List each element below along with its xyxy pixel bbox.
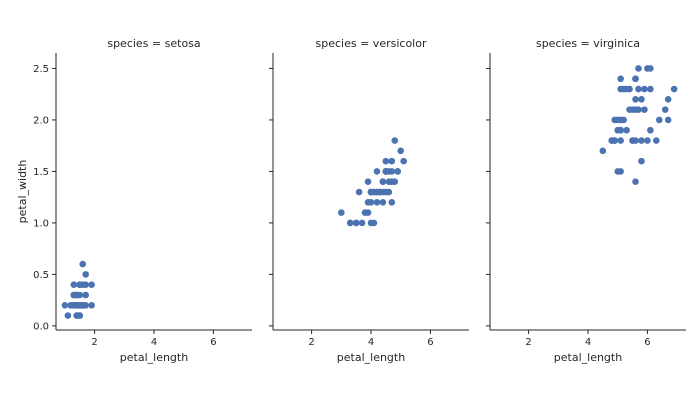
- x-axis-label-2: petal_length: [554, 351, 622, 364]
- data-point-1-34: [382, 168, 390, 175]
- data-point-1-48: [338, 209, 345, 216]
- data-point-0-37: [73, 312, 81, 319]
- data-point-2-20: [635, 85, 642, 93]
- x-tick-label-1-2: 6: [427, 337, 433, 348]
- data-point-2-5: [661, 106, 669, 113]
- data-point-0-22: [61, 301, 69, 309]
- data-point-1-30: [361, 209, 369, 216]
- data-point-0-43: [79, 260, 87, 268]
- data-point-2-44: [635, 65, 642, 72]
- data-point-1-6: [388, 157, 396, 165]
- data-point-2-9: [647, 65, 654, 72]
- data-point-1-8: [385, 188, 393, 196]
- data-point-0-49: [73, 301, 81, 309]
- facet-title-0: species = setosa: [107, 37, 200, 50]
- data-point-1-9: [364, 178, 372, 186]
- x-tick-label-2-2: 6: [644, 337, 650, 348]
- data-point-2-7: [653, 137, 660, 144]
- data-point-1-22: [394, 168, 402, 175]
- y-tick-label-3: 1.5: [33, 167, 49, 178]
- x-tick-label-0-0: 2: [91, 337, 97, 348]
- data-point-0-31: [76, 281, 84, 288]
- data-point-1-45: [373, 199, 381, 206]
- data-point-2-33: [617, 168, 624, 175]
- data-point-2-22: [664, 116, 672, 124]
- data-point-2-28: [632, 106, 639, 113]
- facet-title-2: species = virginica: [536, 37, 640, 50]
- x-axis-label-1: petal_length: [337, 351, 405, 364]
- data-point-2-49: [617, 137, 624, 144]
- x-tick-label-0-2: 6: [210, 337, 216, 348]
- data-point-1-47: [376, 188, 384, 196]
- data-point-2-2: [641, 106, 648, 113]
- data-point-2-29: [638, 157, 645, 165]
- data-point-2-31: [655, 116, 663, 124]
- data-point-2-38: [608, 137, 616, 144]
- data-point-0-16: [70, 281, 78, 288]
- data-point-2-6: [599, 147, 607, 155]
- data-point-1-36: [388, 168, 396, 175]
- data-point-1-33: [400, 157, 407, 165]
- data-point-1-25: [379, 178, 387, 186]
- data-point-2-11: [623, 126, 630, 134]
- data-point-2-43: [641, 85, 648, 93]
- data-point-2-46: [614, 126, 621, 134]
- x-tick-label-0-1: 4: [151, 337, 157, 348]
- data-point-0-13: [64, 312, 72, 319]
- data-point-2-25: [644, 137, 651, 144]
- data-point-2-14: [617, 75, 624, 83]
- x-axis-label-0: petal_length: [120, 351, 188, 364]
- data-point-1-41: [385, 178, 393, 186]
- data-point-1-42: [367, 199, 375, 206]
- data-point-2-21: [611, 116, 619, 124]
- data-point-2-8: [638, 137, 645, 144]
- data-point-1-14: [355, 188, 363, 196]
- data-point-2-39: [626, 106, 633, 113]
- data-point-2-4: [638, 96, 645, 103]
- data-point-1-27: [397, 147, 404, 155]
- y-tick-label-0: 0.0: [33, 321, 49, 332]
- data-point-2-47: [620, 116, 627, 124]
- data-point-2-32: [632, 96, 639, 103]
- data-point-2-37: [629, 137, 636, 144]
- data-point-1-20: [391, 137, 399, 144]
- data-point-1-43: [346, 219, 354, 227]
- y-tick-label-5: 2.5: [33, 64, 49, 75]
- facet-title-1: species = versicolor: [316, 37, 427, 50]
- data-point-0-23: [82, 271, 89, 278]
- y-tick-label-2: 1.0: [33, 218, 49, 229]
- data-point-2-45: [620, 85, 627, 93]
- data-point-0-45: [73, 291, 81, 299]
- data-point-1-49: [370, 188, 378, 196]
- data-point-1-31: [358, 219, 366, 227]
- y-axis-label: petal_width: [16, 160, 29, 224]
- data-point-0-24: [88, 301, 95, 309]
- x-tick-label-2-0: 2: [525, 337, 531, 348]
- data-point-2-48: [626, 85, 633, 93]
- data-point-1-29: [352, 219, 360, 227]
- x-tick-label-1-1: 4: [368, 337, 374, 348]
- x-tick-label-2-1: 4: [585, 337, 591, 348]
- data-point-2-40: [632, 75, 639, 83]
- data-point-1-23: [388, 199, 396, 206]
- data-point-2-35: [647, 85, 654, 93]
- data-point-1-40: [379, 199, 387, 206]
- data-point-0-18: [82, 291, 89, 299]
- x-tick-label-1-0: 2: [308, 337, 314, 348]
- data-point-1-35: [382, 157, 390, 165]
- y-tick-label-4: 2.0: [33, 115, 49, 126]
- data-point-2-18: [670, 85, 678, 93]
- data-point-0-44: [88, 281, 95, 288]
- data-point-1-26: [391, 178, 399, 186]
- data-point-2-30: [647, 126, 654, 134]
- data-point-2-34: [632, 178, 639, 186]
- y-tick-label-1: 0.5: [33, 270, 49, 281]
- data-point-2-17: [664, 96, 672, 103]
- data-point-1-11: [373, 168, 381, 175]
- data-point-1-17: [370, 219, 378, 227]
